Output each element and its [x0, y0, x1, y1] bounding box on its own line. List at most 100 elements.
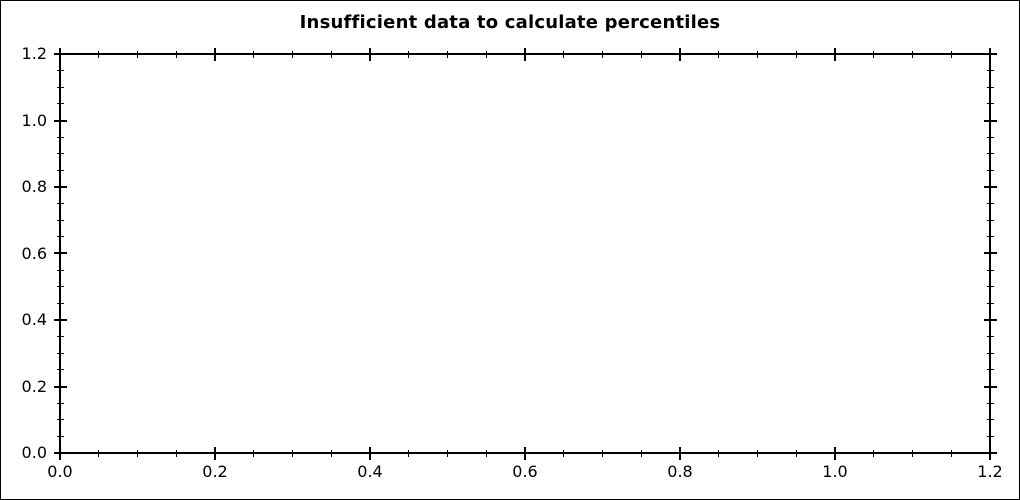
x-axis-major-tick-top [369, 48, 371, 61]
y-axis-major-tick-left [54, 53, 67, 55]
x-axis-minor-tick-top [292, 51, 293, 58]
x-axis-minor-tick-bottom [563, 450, 564, 457]
y-axis-minor-tick-left [57, 203, 64, 204]
x-axis-minor-tick-top [331, 51, 332, 58]
x-axis-minor-tick-bottom [98, 450, 99, 457]
x-axis-tick-label: 0.8 [667, 462, 693, 481]
y-axis-minor-tick-right [987, 220, 994, 221]
y-axis-minor-tick-left [57, 220, 64, 221]
y-axis-major-tick-left [54, 452, 67, 454]
x-axis-tick-label: 0.2 [202, 462, 228, 481]
x-axis-tick-label: 0.4 [357, 462, 383, 481]
x-axis-minor-tick-bottom [641, 450, 642, 457]
y-axis-tick-label: 0.0 [21, 443, 47, 462]
x-axis-major-tick-bottom [834, 447, 836, 460]
x-axis-minor-tick-top [176, 51, 177, 58]
y-axis-minor-tick-left [57, 303, 64, 304]
x-axis-minor-tick-top [951, 51, 952, 58]
x-axis-tick-label: 1.0 [822, 462, 848, 481]
y-axis-minor-tick-left [57, 70, 64, 71]
x-axis-minor-tick-bottom [757, 450, 758, 457]
x-axis-minor-tick-top [563, 51, 564, 58]
y-axis-minor-tick-right [987, 436, 994, 437]
x-axis-minor-tick-bottom [602, 450, 603, 457]
y-axis-minor-tick-right [987, 403, 994, 404]
x-axis-minor-tick-top [602, 51, 603, 58]
y-axis-major-tick-left [54, 186, 67, 188]
y-axis-minor-tick-left [57, 87, 64, 88]
y-axis-tick-label: 0.6 [21, 244, 47, 263]
x-axis-major-tick-top [214, 48, 216, 61]
x-axis-minor-tick-bottom [951, 450, 952, 457]
y-axis-minor-tick-right [987, 236, 994, 237]
y-axis-minor-tick-right [987, 303, 994, 304]
y-axis-major-tick-left [54, 252, 67, 254]
y-axis-minor-tick-left [57, 236, 64, 237]
x-axis-tick-label: 1.2 [977, 462, 1003, 481]
y-axis-minor-tick-left [57, 336, 64, 337]
y-axis-minor-tick-left [57, 436, 64, 437]
x-axis-minor-tick-bottom [176, 450, 177, 457]
x-axis-minor-tick-top [796, 51, 797, 58]
y-axis-minor-tick-right [987, 419, 994, 420]
x-axis-minor-tick-top [873, 51, 874, 58]
y-axis-minor-tick-right [987, 70, 994, 71]
y-axis-minor-tick-right [987, 87, 994, 88]
x-axis-minor-tick-bottom [331, 450, 332, 457]
y-axis-major-tick-left [54, 120, 67, 122]
y-axis-major-tick-right [984, 186, 997, 188]
x-axis-minor-tick-top [408, 51, 409, 58]
x-axis-major-tick-top [679, 48, 681, 61]
x-axis-major-tick-top [834, 48, 836, 61]
x-axis-tick-label: 0.0 [47, 462, 73, 481]
y-axis-minor-tick-right [987, 170, 994, 171]
y-axis-major-tick-right [984, 53, 997, 55]
y-axis-major-tick-right [984, 319, 997, 321]
x-axis-minor-tick-bottom [137, 450, 138, 457]
plot-area [59, 53, 991, 454]
x-axis-major-tick-bottom [989, 447, 991, 460]
x-axis-minor-tick-top [447, 51, 448, 58]
x-axis-minor-tick-top [757, 51, 758, 58]
y-axis-minor-tick-left [57, 103, 64, 104]
x-axis-minor-tick-bottom [292, 450, 293, 457]
y-axis-minor-tick-left [57, 286, 64, 287]
y-axis-minor-tick-right [987, 270, 994, 271]
y-axis-tick-label: 1.0 [21, 111, 47, 130]
y-axis-minor-tick-right [987, 286, 994, 287]
y-axis-minor-tick-left [57, 353, 64, 354]
x-axis-minor-tick-bottom [912, 450, 913, 457]
x-axis-minor-tick-top [486, 51, 487, 58]
y-axis-minor-tick-left [57, 270, 64, 271]
x-axis-minor-tick-bottom [447, 450, 448, 457]
y-axis-major-tick-right [984, 386, 997, 388]
x-axis-minor-tick-top [912, 51, 913, 58]
x-axis-minor-tick-bottom [253, 450, 254, 457]
x-axis-minor-tick-bottom [796, 450, 797, 457]
x-axis-major-tick-bottom [369, 447, 371, 460]
y-axis-minor-tick-left [57, 369, 64, 370]
x-axis-major-tick-bottom [679, 447, 681, 460]
y-axis-minor-tick-right [987, 137, 994, 138]
y-axis-major-tick-right [984, 252, 997, 254]
x-axis-major-tick-bottom [524, 447, 526, 460]
x-axis-minor-tick-top [718, 51, 719, 58]
x-axis-minor-tick-top [641, 51, 642, 58]
y-axis-minor-tick-right [987, 336, 994, 337]
y-axis-major-tick-left [54, 319, 67, 321]
y-axis-minor-tick-right [987, 369, 994, 370]
y-axis-major-tick-left [54, 386, 67, 388]
y-axis-minor-tick-right [987, 203, 994, 204]
x-axis-minor-tick-bottom [873, 450, 874, 457]
y-axis-minor-tick-left [57, 137, 64, 138]
y-axis-tick-label: 0.2 [21, 377, 47, 396]
x-axis-minor-tick-bottom [486, 450, 487, 457]
x-axis-minor-tick-top [253, 51, 254, 58]
x-axis-minor-tick-top [137, 51, 138, 58]
x-axis-minor-tick-top [98, 51, 99, 58]
x-axis-major-tick-top [524, 48, 526, 61]
y-axis-tick-label: 0.4 [21, 310, 47, 329]
y-axis-major-tick-right [984, 120, 997, 122]
x-axis-minor-tick-bottom [718, 450, 719, 457]
